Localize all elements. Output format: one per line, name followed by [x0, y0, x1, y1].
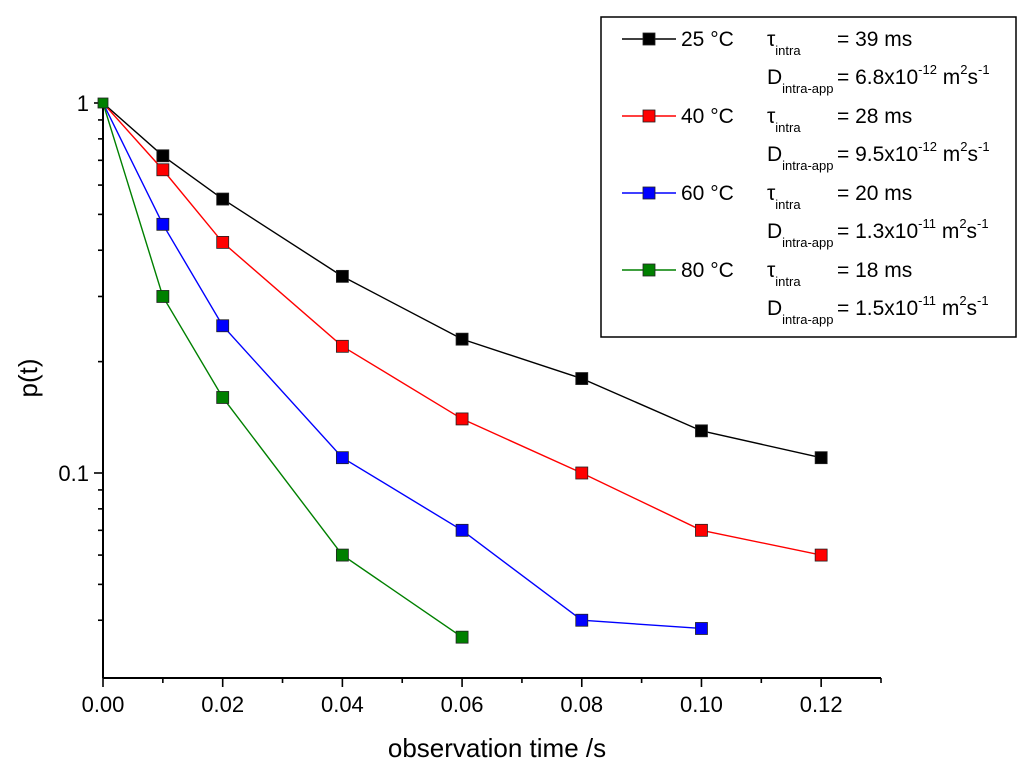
legend-marker-swatch: [642, 32, 656, 46]
legend-tau-symbol: τintra: [767, 105, 801, 135]
x-tick-label: 0.12: [800, 692, 843, 717]
legend-series-name: 25 °C: [681, 28, 734, 51]
data-point: [216, 391, 230, 404]
y-tick-label: 1: [77, 91, 89, 116]
series-2: [102, 102, 708, 635]
legend-series-name: 60 °C: [681, 182, 734, 205]
data-point: [455, 523, 469, 537]
data-point: [216, 319, 230, 333]
data-point: [335, 451, 349, 465]
series-3: [102, 102, 469, 644]
data-point: [335, 548, 349, 562]
data-point: [216, 235, 230, 249]
data-point: [695, 622, 708, 635]
data-point: [335, 269, 349, 283]
legend-series-name: 40 °C: [681, 105, 734, 128]
legend-tau-value: = 28 ms: [837, 105, 912, 128]
data-point: [575, 613, 589, 627]
x-tick-label: 0.04: [321, 692, 364, 717]
legend-marker-swatch: [642, 263, 656, 277]
data-point: [455, 332, 469, 346]
data-point: [814, 548, 828, 562]
legend-d-value: = 1.3x10-11 m2s-1: [837, 216, 989, 243]
legend-tau-symbol: τintra: [767, 182, 801, 212]
series-line: [102, 102, 463, 638]
x-tick-label: 0.10: [680, 692, 723, 717]
y-tick-label: 0.1: [58, 461, 89, 486]
legend-frame: [600, 16, 1017, 338]
x-axis-title: observation time /s: [388, 733, 606, 763]
legend-tau-value: = 18 ms: [837, 259, 912, 282]
legend-tau-value: = 39 ms: [837, 28, 912, 51]
series-line: [102, 102, 822, 459]
legend-d-value: = 9.5x10-12 m2s-1: [837, 139, 990, 166]
data-point: [814, 451, 828, 465]
data-point: [156, 290, 170, 303]
data-point: [97, 97, 109, 109]
legend-series-name: 80 °C: [681, 259, 734, 282]
data-point: [335, 339, 349, 353]
data-point: [455, 412, 469, 426]
legend-d-symbol: Dintra-app: [767, 66, 833, 96]
data-point: [695, 523, 708, 537]
legend-tau-symbol: τintra: [767, 28, 801, 58]
data-point: [216, 192, 230, 206]
legend-d-symbol: Dintra-app: [767, 297, 833, 327]
legend-tau-value: = 20 ms: [837, 182, 912, 205]
x-tick-label: 0.00: [82, 692, 125, 717]
x-tick-label: 0.08: [560, 692, 603, 717]
series-0: [102, 102, 828, 465]
data-point: [156, 149, 170, 163]
legend-marker-swatch: [642, 186, 656, 200]
legend-marker-swatch: [642, 109, 656, 123]
legend-d-symbol: Dintra-app: [767, 143, 833, 173]
data-point: [455, 630, 469, 644]
legend-d-value: = 1.5x10-11 m2s-1: [837, 293, 989, 320]
legend-d-symbol: Dintra-app: [767, 220, 833, 250]
data-point: [575, 466, 589, 480]
data-point: [575, 372, 589, 385]
series-group: [97, 97, 828, 644]
series-line: [102, 102, 822, 556]
legend-tau-symbol: τintra: [767, 259, 801, 289]
data-point: [156, 217, 170, 231]
axes: 0.00 0.02 0.04 0.06 0.08 0.10 0.12 0.1 1: [58, 91, 882, 717]
series-1: [102, 102, 828, 562]
y-axis-title: p(t): [13, 359, 43, 398]
data-point: [156, 163, 170, 177]
x-tick-label: 0.06: [441, 692, 484, 717]
legend-d-value: = 6.8x10-12 m2s-1: [837, 62, 990, 89]
x-tick-label: 0.02: [201, 692, 244, 717]
data-point: [695, 424, 708, 438]
